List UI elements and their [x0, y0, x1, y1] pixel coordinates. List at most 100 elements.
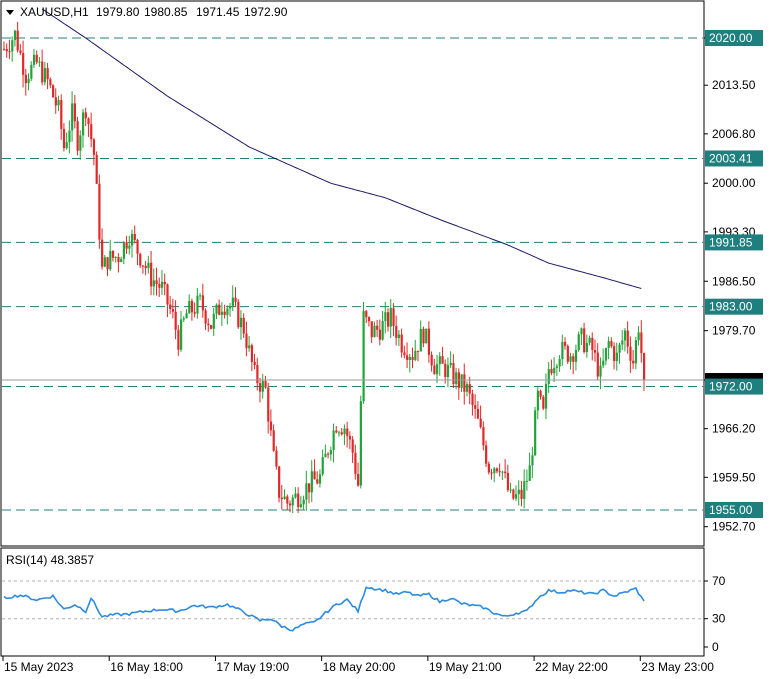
candle-bull [215, 304, 218, 314]
candle-bull [465, 384, 469, 392]
candle-bear [106, 257, 109, 270]
candle-bear [223, 311, 226, 315]
candle-bull [419, 328, 422, 352]
candle-bear [482, 427, 485, 446]
candle-bear [19, 50, 22, 53]
candle-bull [525, 480, 529, 482]
candle-bear [378, 329, 382, 340]
candle-bull [180, 319, 183, 350]
candle-bear [403, 352, 406, 356]
candle-bear [136, 239, 139, 254]
candle-bull [618, 344, 621, 353]
candle-bull [239, 317, 243, 328]
candle-bull [384, 312, 387, 322]
candle-bear [204, 310, 207, 324]
candle-bull [318, 474, 322, 484]
candle-bull [604, 347, 608, 361]
candle-bear [245, 333, 248, 349]
candle-bull [381, 321, 384, 340]
candle-bear [422, 328, 425, 344]
time-axis: 15 May 2023 16 May 18:00 17 May 19:00 18 Ma… [2, 656, 714, 674]
candle-bull [531, 455, 534, 466]
candle-bear [566, 345, 569, 362]
candle-bear [433, 365, 436, 375]
candle-bull [128, 245, 131, 249]
candle-bull [460, 374, 463, 388]
candle-bull [231, 297, 234, 306]
candle-bull [569, 356, 572, 362]
candle-bear [98, 183, 101, 240]
high-value: 1980.85 [144, 5, 188, 19]
level-tag-box [705, 378, 763, 395]
price-tick-label: 1952.70 [712, 520, 756, 534]
candle-bear [49, 79, 52, 86]
candle-bull [493, 468, 496, 474]
candle-bear [487, 463, 490, 473]
time-tick-label: 15 May 2023 [4, 660, 74, 674]
candle-bull [534, 410, 537, 456]
candle-bear [583, 328, 586, 353]
candle-bear [250, 345, 254, 362]
candle-bear [629, 346, 632, 361]
candle-bear [169, 304, 172, 310]
candle-bull [515, 494, 518, 499]
candle-bear [550, 369, 553, 374]
candle-bull [283, 496, 286, 500]
candle-bear [133, 233, 136, 240]
candle-bear [90, 124, 93, 140]
candle-bear [87, 118, 90, 125]
candle-bear [351, 439, 354, 453]
candle-bull [114, 257, 117, 259]
candle-bear [313, 471, 316, 480]
candle-bear [357, 473, 360, 486]
candle-bear [395, 325, 398, 338]
candle-bear [242, 317, 245, 334]
candle-bull [588, 337, 591, 343]
candle-bull [446, 365, 450, 377]
candle-bull [291, 497, 294, 506]
candle-bear [201, 295, 205, 311]
candle-bear [269, 421, 273, 431]
dropdown-triangle-icon[interactable] [6, 10, 14, 15]
candle-bear [367, 317, 371, 322]
candle-bear [441, 356, 444, 364]
candle-bull [408, 357, 411, 360]
candle-bull [637, 332, 640, 341]
candle-bear [259, 383, 262, 392]
candle-bear [177, 329, 180, 350]
price-tick-label: 1959.50 [712, 470, 756, 484]
candle-bear [463, 374, 466, 392]
candle-bear [280, 497, 283, 500]
candle-bull [109, 250, 112, 270]
candle-bear [471, 393, 474, 406]
rsi-line [3, 586, 645, 632]
candle-bear [207, 323, 210, 326]
candle-bear [278, 466, 281, 498]
candle-bear [327, 453, 330, 455]
open-value: 1979.80 [96, 5, 140, 19]
candle-bear [640, 332, 643, 354]
candle-bear [430, 354, 433, 366]
candle-bear [84, 112, 87, 119]
candle-bear [253, 361, 256, 365]
candle-bull [182, 318, 185, 320]
moving-average-layer [41, 8, 642, 289]
candle-bull [436, 364, 439, 375]
candle-bear [150, 262, 153, 287]
candle-bull [455, 372, 458, 385]
candle-bear [125, 242, 128, 249]
candle-bear [596, 352, 599, 377]
candle-bear [218, 304, 221, 315]
candle-bull [32, 54, 36, 65]
candle-bull [152, 280, 155, 287]
candle-bull [599, 365, 602, 377]
level-tags: 2020.00 2003.41 1991.85 1983.00 1972.00 1955.… [705, 30, 763, 518]
rsi-tick-label: 30 [712, 612, 726, 626]
symbol-label: XAUUSD,H1 [20, 5, 89, 19]
candle-bull [160, 281, 164, 288]
candle-bear [365, 311, 368, 318]
candle-bull [509, 489, 512, 491]
candle-bull [199, 295, 202, 297]
candle-bear [60, 100, 63, 129]
candle-bear [340, 432, 343, 435]
